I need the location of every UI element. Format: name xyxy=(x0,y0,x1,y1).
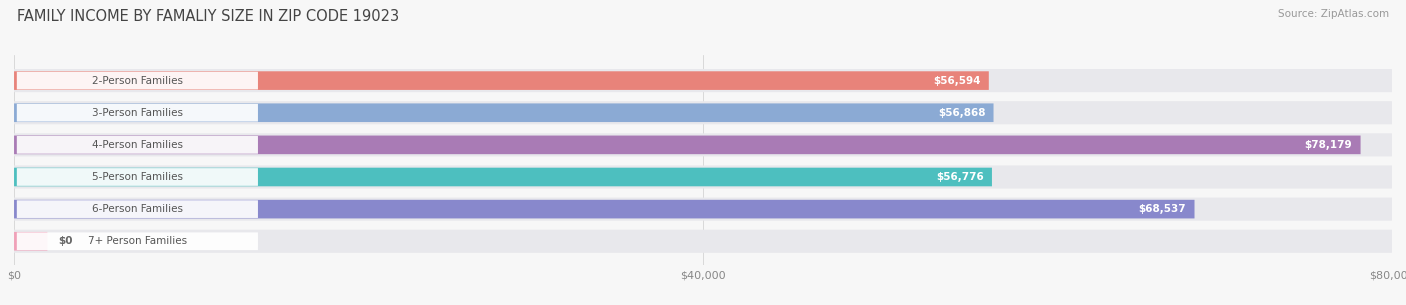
Text: 7+ Person Families: 7+ Person Families xyxy=(87,236,187,246)
Text: $68,537: $68,537 xyxy=(1139,204,1187,214)
Text: 3-Person Families: 3-Person Families xyxy=(91,108,183,118)
FancyBboxPatch shape xyxy=(14,103,994,122)
Text: 4-Person Families: 4-Person Families xyxy=(91,140,183,150)
FancyBboxPatch shape xyxy=(14,168,993,186)
FancyBboxPatch shape xyxy=(14,198,1392,221)
FancyBboxPatch shape xyxy=(14,230,1392,253)
Text: 2-Person Families: 2-Person Families xyxy=(91,76,183,86)
Text: $78,179: $78,179 xyxy=(1305,140,1353,150)
FancyBboxPatch shape xyxy=(17,200,257,218)
FancyBboxPatch shape xyxy=(14,101,1392,124)
Text: $56,776: $56,776 xyxy=(936,172,984,182)
FancyBboxPatch shape xyxy=(14,165,1392,188)
FancyBboxPatch shape xyxy=(14,135,1361,154)
Text: Source: ZipAtlas.com: Source: ZipAtlas.com xyxy=(1278,9,1389,19)
FancyBboxPatch shape xyxy=(17,136,257,154)
Text: $0: $0 xyxy=(59,236,73,246)
FancyBboxPatch shape xyxy=(14,133,1392,156)
Text: 6-Person Families: 6-Person Families xyxy=(91,204,183,214)
FancyBboxPatch shape xyxy=(14,69,1392,92)
Text: $56,594: $56,594 xyxy=(934,76,980,86)
FancyBboxPatch shape xyxy=(17,232,257,250)
FancyBboxPatch shape xyxy=(14,71,988,90)
Text: 5-Person Families: 5-Person Families xyxy=(91,172,183,182)
FancyBboxPatch shape xyxy=(14,232,48,251)
FancyBboxPatch shape xyxy=(17,104,257,122)
Text: FAMILY INCOME BY FAMALIY SIZE IN ZIP CODE 19023: FAMILY INCOME BY FAMALIY SIZE IN ZIP COD… xyxy=(17,9,399,24)
FancyBboxPatch shape xyxy=(17,168,257,186)
FancyBboxPatch shape xyxy=(14,200,1195,218)
FancyBboxPatch shape xyxy=(17,72,257,89)
Text: $56,868: $56,868 xyxy=(938,108,986,118)
